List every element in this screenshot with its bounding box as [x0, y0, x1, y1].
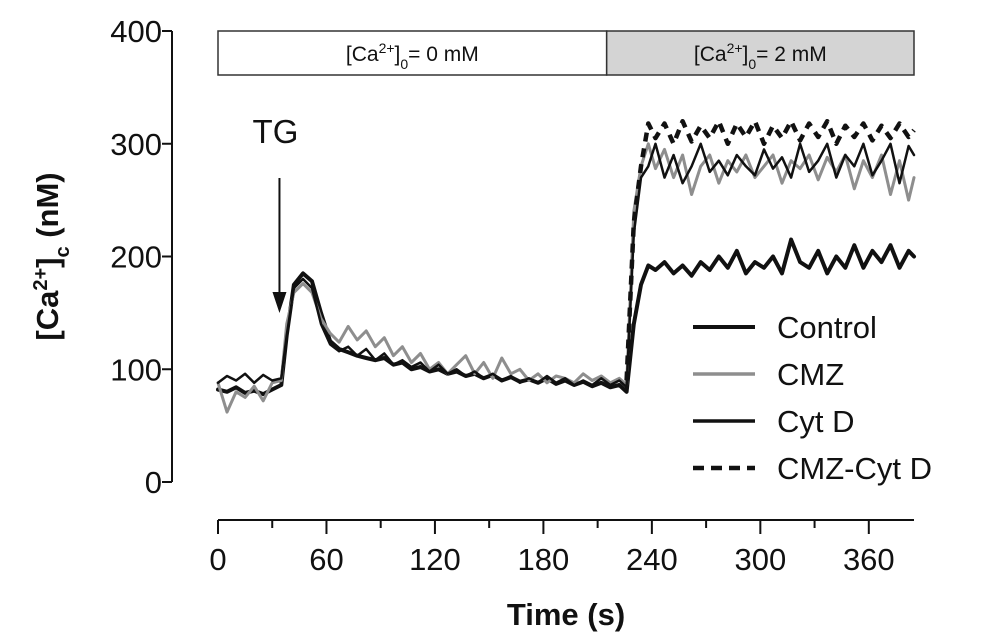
band-1	[605, 30, 915, 76]
y-tick-label: 100	[110, 352, 162, 387]
condition-bands: [Ca2+]0= 0 mM [Ca2+]0= 2 mM	[217, 30, 915, 76]
legend-label: CMZ-Cyt D	[777, 451, 932, 486]
x-tick-label: 240	[626, 542, 678, 577]
legend-label: CMZ	[777, 357, 844, 392]
legend: Control CMZ Cyt D CMZ-Cyt D	[693, 310, 932, 486]
legend-label: Control	[777, 310, 877, 345]
y-tick-label: 0	[145, 465, 162, 500]
band-label-1: [Ca2+]0= 2 mM	[694, 40, 827, 72]
band-0	[217, 30, 608, 76]
legend-label: Cyt D	[777, 404, 855, 439]
annotation-arrow-head	[272, 292, 287, 313]
y-axis-title: [Ca2+]c (nM)	[30, 172, 74, 340]
x-axis-title: Time (s)	[507, 597, 625, 632]
x-tick-label: 180	[518, 542, 570, 577]
y-tick-label: 300	[110, 127, 162, 162]
series-line-cmz-cyt-d	[624, 118, 916, 381]
x-tick-label: 360	[843, 542, 895, 577]
axes: 0 100 200 300 400 0 60 120 180 240 300 360 Time (s) […	[30, 14, 914, 632]
plot-area	[216, 118, 916, 414]
x-tick-label: 60	[309, 542, 343, 577]
x-tick-label: 120	[409, 542, 461, 577]
x-tick-label: 300	[734, 542, 786, 577]
annotation-label: TG	[253, 113, 299, 150]
band-label-0: [Ca2+]0= 0 mM	[346, 40, 479, 72]
y-tick-label: 200	[110, 240, 162, 275]
series-line-cyt-d	[216, 142, 916, 389]
x-tick-label: 0	[209, 542, 226, 577]
annotations: TG	[253, 113, 299, 313]
y-tick-label: 400	[110, 14, 162, 49]
